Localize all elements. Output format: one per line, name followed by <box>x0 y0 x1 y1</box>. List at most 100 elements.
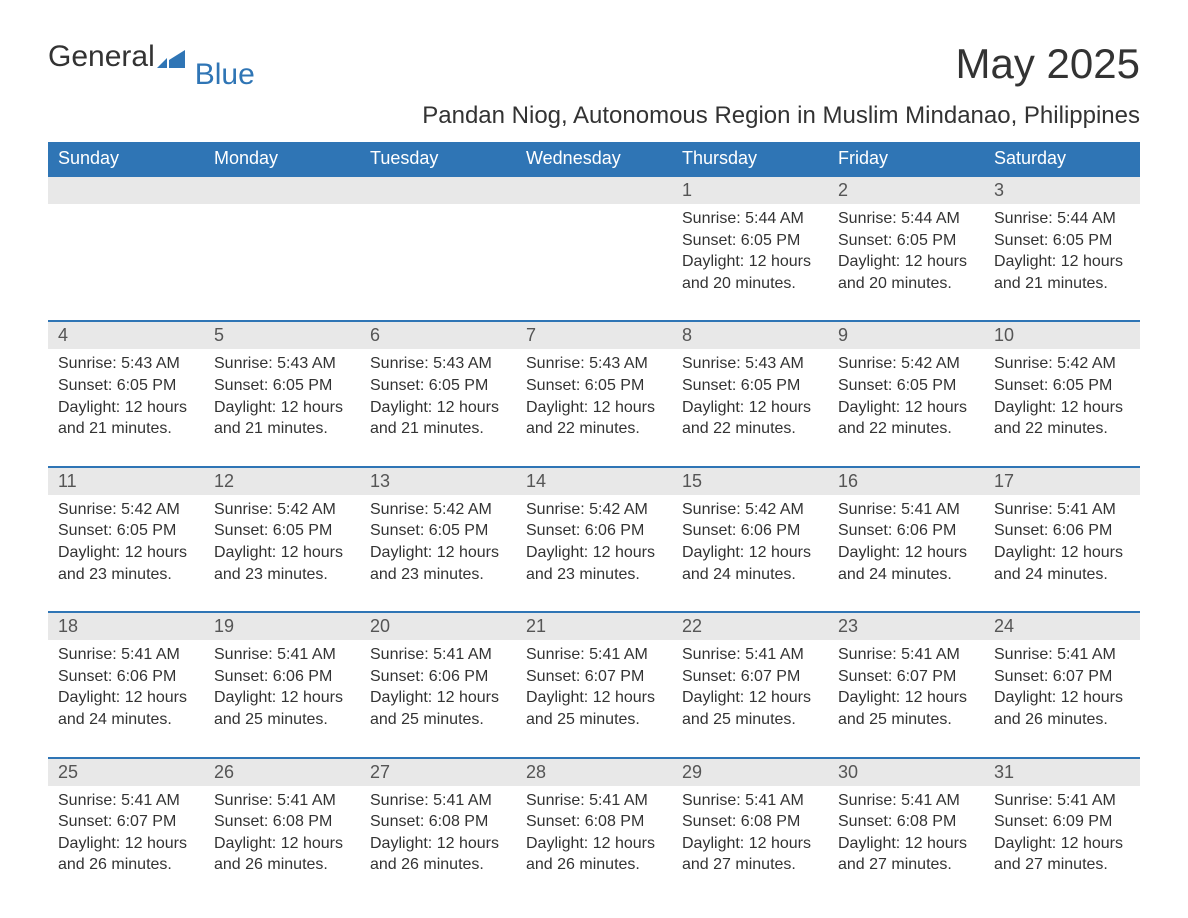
day-content-cell: Sunrise: 5:42 AMSunset: 6:05 PMDaylight:… <box>204 495 360 612</box>
daylight-text: Daylight: 12 hours and 26 minutes. <box>58 833 194 876</box>
sunset-text: Sunset: 6:07 PM <box>838 666 974 688</box>
daylight-text: Daylight: 12 hours and 23 minutes. <box>370 542 506 585</box>
sunrise-text: Sunrise: 5:44 AM <box>682 208 818 230</box>
day-number-cell: 10 <box>984 321 1140 349</box>
daylight-text: Daylight: 12 hours and 27 minutes. <box>682 833 818 876</box>
daylight-text: Daylight: 12 hours and 25 minutes. <box>370 687 506 730</box>
sunset-text: Sunset: 6:06 PM <box>838 520 974 542</box>
day-number: 10 <box>994 325 1014 345</box>
day-number-cell: 15 <box>672 467 828 495</box>
day-content-row: Sunrise: 5:42 AMSunset: 6:05 PMDaylight:… <box>48 495 1140 612</box>
sunset-text: Sunset: 6:05 PM <box>526 375 662 397</box>
daylight-text: Daylight: 12 hours and 22 minutes. <box>526 397 662 440</box>
day-number: 26 <box>214 762 234 782</box>
day-number: 3 <box>994 180 1004 200</box>
logo-bars-icon <box>157 46 199 73</box>
day-number-cell: 12 <box>204 467 360 495</box>
weekday-header: Thursday <box>672 142 828 176</box>
weekday-header-row: Sunday Monday Tuesday Wednesday Thursday… <box>48 142 1140 176</box>
sunrise-text: Sunrise: 5:43 AM <box>58 353 194 375</box>
day-content-cell: Sunrise: 5:44 AMSunset: 6:05 PMDaylight:… <box>828 204 984 321</box>
day-number-cell: 26 <box>204 758 360 786</box>
day-number-row: 45678910 <box>48 321 1140 349</box>
sunrise-text: Sunrise: 5:41 AM <box>682 790 818 812</box>
sunrise-text: Sunrise: 5:44 AM <box>994 208 1130 230</box>
logo: General Blue <box>48 40 261 74</box>
day-number-cell: 16 <box>828 467 984 495</box>
daylight-text: Daylight: 12 hours and 22 minutes. <box>994 397 1130 440</box>
day-number-cell: 14 <box>516 467 672 495</box>
day-number-cell <box>204 176 360 204</box>
day-number-cell: 13 <box>360 467 516 495</box>
day-number: 13 <box>370 471 390 491</box>
daylight-text: Daylight: 12 hours and 25 minutes. <box>682 687 818 730</box>
daylight-text: Daylight: 12 hours and 26 minutes. <box>370 833 506 876</box>
day-number: 31 <box>994 762 1014 782</box>
weekday-header: Monday <box>204 142 360 176</box>
sunset-text: Sunset: 6:05 PM <box>994 230 1130 252</box>
daylight-text: Daylight: 12 hours and 20 minutes. <box>682 251 818 294</box>
day-content-cell: Sunrise: 5:42 AMSunset: 6:06 PMDaylight:… <box>516 495 672 612</box>
sunrise-text: Sunrise: 5:42 AM <box>58 499 194 521</box>
day-number-cell: 30 <box>828 758 984 786</box>
day-number: 4 <box>58 325 68 345</box>
day-content-cell: Sunrise: 5:43 AMSunset: 6:05 PMDaylight:… <box>516 349 672 466</box>
logo-text-general: General <box>48 40 155 74</box>
day-content-row: Sunrise: 5:43 AMSunset: 6:05 PMDaylight:… <box>48 349 1140 466</box>
day-number-cell: 27 <box>360 758 516 786</box>
sunset-text: Sunset: 6:06 PM <box>994 520 1130 542</box>
daylight-text: Daylight: 12 hours and 26 minutes. <box>214 833 350 876</box>
day-content-cell: Sunrise: 5:42 AMSunset: 6:05 PMDaylight:… <box>984 349 1140 466</box>
daylight-text: Daylight: 12 hours and 21 minutes. <box>370 397 506 440</box>
day-number-cell: 17 <box>984 467 1140 495</box>
day-number: 17 <box>994 471 1014 491</box>
sunrise-text: Sunrise: 5:42 AM <box>994 353 1130 375</box>
daylight-text: Daylight: 12 hours and 22 minutes. <box>682 397 818 440</box>
sunset-text: Sunset: 6:06 PM <box>214 666 350 688</box>
day-number-cell: 21 <box>516 612 672 640</box>
day-number-cell: 24 <box>984 612 1140 640</box>
sunset-text: Sunset: 6:05 PM <box>214 520 350 542</box>
sunrise-text: Sunrise: 5:41 AM <box>370 644 506 666</box>
weekday-header: Tuesday <box>360 142 516 176</box>
day-content-cell: Sunrise: 5:44 AMSunset: 6:05 PMDaylight:… <box>672 204 828 321</box>
day-number: 1 <box>682 180 692 200</box>
title-block: May 2025 Pandan Niog, Autonomous Region … <box>422 40 1140 142</box>
day-content-cell: Sunrise: 5:41 AMSunset: 6:07 PMDaylight:… <box>48 786 204 882</box>
day-number-cell <box>516 176 672 204</box>
daylight-text: Daylight: 12 hours and 24 minutes. <box>682 542 818 585</box>
day-number: 30 <box>838 762 858 782</box>
day-number: 9 <box>838 325 848 345</box>
sunrise-text: Sunrise: 5:41 AM <box>370 790 506 812</box>
sunrise-text: Sunrise: 5:42 AM <box>214 499 350 521</box>
day-number-cell: 4 <box>48 321 204 349</box>
location-subtitle: Pandan Niog, Autonomous Region in Muslim… <box>422 102 1140 130</box>
daylight-text: Daylight: 12 hours and 21 minutes. <box>214 397 350 440</box>
sunrise-text: Sunrise: 5:41 AM <box>526 644 662 666</box>
sunrise-text: Sunrise: 5:41 AM <box>838 644 974 666</box>
day-content-cell: Sunrise: 5:41 AMSunset: 6:07 PMDaylight:… <box>828 640 984 757</box>
sunset-text: Sunset: 6:09 PM <box>994 811 1130 833</box>
sunset-text: Sunset: 6:06 PM <box>682 520 818 542</box>
day-number: 18 <box>58 616 78 636</box>
daylight-text: Daylight: 12 hours and 24 minutes. <box>838 542 974 585</box>
daylight-text: Daylight: 12 hours and 25 minutes. <box>214 687 350 730</box>
day-content-cell: Sunrise: 5:43 AMSunset: 6:05 PMDaylight:… <box>48 349 204 466</box>
day-number-row: 11 12 13 141516 17 <box>48 467 1140 495</box>
sunset-text: Sunset: 6:06 PM <box>370 666 506 688</box>
daylight-text: Daylight: 12 hours and 25 minutes. <box>526 687 662 730</box>
day-number-row: 18192021222324 <box>48 612 1140 640</box>
day-number-cell: 28 <box>516 758 672 786</box>
sunrise-text: Sunrise: 5:41 AM <box>838 790 974 812</box>
day-number: 11 <box>58 471 77 491</box>
sunset-text: Sunset: 6:05 PM <box>370 375 506 397</box>
sunrise-text: Sunrise: 5:42 AM <box>838 353 974 375</box>
day-content-cell <box>48 204 204 321</box>
day-number: 5 <box>214 325 224 345</box>
sunrise-text: Sunrise: 5:41 AM <box>994 499 1130 521</box>
day-content-cell: Sunrise: 5:42 AMSunset: 6:05 PMDaylight:… <box>828 349 984 466</box>
sunset-text: Sunset: 6:05 PM <box>838 230 974 252</box>
day-content-cell: Sunrise: 5:41 AMSunset: 6:06 PMDaylight:… <box>828 495 984 612</box>
sunset-text: Sunset: 6:08 PM <box>682 811 818 833</box>
daylight-text: Daylight: 12 hours and 23 minutes. <box>526 542 662 585</box>
